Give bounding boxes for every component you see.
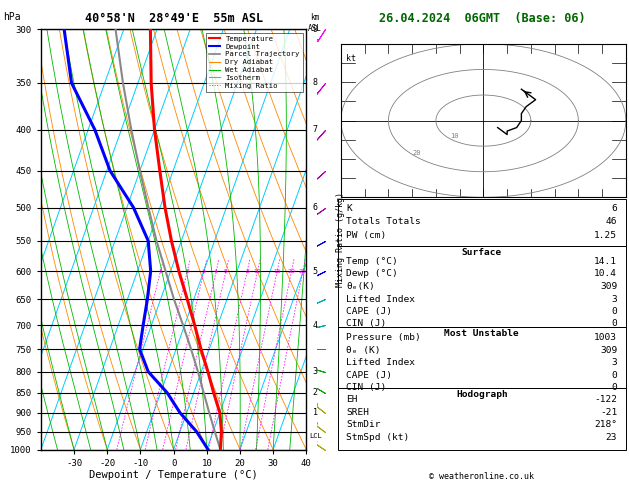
Text: km
ASL: km ASL — [308, 13, 322, 33]
Text: 25: 25 — [299, 269, 307, 274]
Text: 6: 6 — [313, 203, 318, 212]
Text: 3: 3 — [611, 358, 617, 367]
Text: 1.25: 1.25 — [594, 231, 617, 240]
Text: 46: 46 — [606, 217, 617, 226]
Text: 14.1: 14.1 — [594, 257, 617, 266]
Text: CAPE (J): CAPE (J) — [347, 308, 392, 316]
Text: SREH: SREH — [347, 408, 369, 417]
Text: 5: 5 — [224, 269, 228, 274]
Text: 8: 8 — [313, 78, 318, 87]
Text: K: K — [347, 204, 352, 213]
Text: 4: 4 — [214, 269, 218, 274]
Text: 2: 2 — [313, 388, 318, 397]
Text: 26.04.2024  06GMT  (Base: 06): 26.04.2024 06GMT (Base: 06) — [379, 12, 585, 25]
Text: EH: EH — [347, 395, 358, 404]
Text: 9: 9 — [313, 25, 318, 34]
Text: θₑ (K): θₑ (K) — [347, 346, 381, 355]
Text: 0: 0 — [611, 383, 617, 392]
Text: 309: 309 — [600, 282, 617, 292]
Text: 5: 5 — [313, 267, 318, 276]
Text: CIN (J): CIN (J) — [347, 383, 387, 392]
Text: Temp (°C): Temp (°C) — [347, 257, 398, 266]
Text: 3: 3 — [202, 269, 206, 274]
Text: 40°58'N  28°49'E  55m ASL: 40°58'N 28°49'E 55m ASL — [84, 12, 263, 25]
Text: 7: 7 — [313, 125, 318, 134]
Bar — [338, 327, 626, 388]
Text: Pressure (mb): Pressure (mb) — [347, 333, 421, 342]
Text: 6: 6 — [611, 204, 617, 213]
Text: LCL: LCL — [309, 433, 321, 439]
Text: Totals Totals: Totals Totals — [347, 217, 421, 226]
Text: Dewp (°C): Dewp (°C) — [347, 269, 398, 278]
Text: 3: 3 — [611, 295, 617, 304]
Text: 1: 1 — [159, 269, 162, 274]
Text: © weatheronline.co.uk: © weatheronline.co.uk — [430, 472, 534, 481]
Text: Mixing Ratio (g/kg): Mixing Ratio (g/kg) — [337, 192, 345, 287]
Text: 0: 0 — [611, 371, 617, 380]
Text: Most Unstable: Most Unstable — [445, 329, 519, 338]
X-axis label: Dewpoint / Temperature (°C): Dewpoint / Temperature (°C) — [89, 470, 258, 480]
Text: 8: 8 — [245, 269, 249, 274]
Bar — [338, 246, 626, 327]
Text: 2: 2 — [186, 269, 189, 274]
Text: 20: 20 — [287, 269, 296, 274]
Bar — [338, 199, 626, 246]
Text: 1: 1 — [313, 408, 318, 417]
Text: 20: 20 — [412, 151, 421, 156]
Text: 3: 3 — [313, 367, 318, 376]
Text: Lifted Index: Lifted Index — [347, 295, 415, 304]
Text: 23: 23 — [606, 433, 617, 442]
Text: 15: 15 — [273, 269, 281, 274]
Text: StmDir: StmDir — [347, 420, 381, 429]
Text: 10: 10 — [450, 133, 459, 139]
Text: Surface: Surface — [462, 248, 502, 257]
Text: kt: kt — [346, 54, 355, 63]
Text: 218°: 218° — [594, 420, 617, 429]
Text: -21: -21 — [600, 408, 617, 417]
Text: Lifted Index: Lifted Index — [347, 358, 415, 367]
Text: Hodograph: Hodograph — [456, 390, 508, 399]
Text: 10: 10 — [253, 269, 262, 274]
Legend: Temperature, Dewpoint, Parcel Trajectory, Dry Adiabat, Wet Adiabat, Isotherm, Mi: Temperature, Dewpoint, Parcel Trajectory… — [206, 33, 303, 92]
Text: PW (cm): PW (cm) — [347, 231, 387, 240]
Text: 4: 4 — [313, 320, 318, 330]
Text: CIN (J): CIN (J) — [347, 319, 387, 329]
Text: hPa: hPa — [3, 12, 21, 22]
Bar — [338, 388, 626, 450]
Text: 309: 309 — [600, 346, 617, 355]
Text: CAPE (J): CAPE (J) — [347, 371, 392, 380]
Text: -122: -122 — [594, 395, 617, 404]
Text: 1003: 1003 — [594, 333, 617, 342]
Text: StmSpd (kt): StmSpd (kt) — [347, 433, 409, 442]
Text: 0: 0 — [611, 319, 617, 329]
Text: 0: 0 — [611, 308, 617, 316]
Text: 10.4: 10.4 — [594, 269, 617, 278]
Text: θₑ(K): θₑ(K) — [347, 282, 375, 292]
